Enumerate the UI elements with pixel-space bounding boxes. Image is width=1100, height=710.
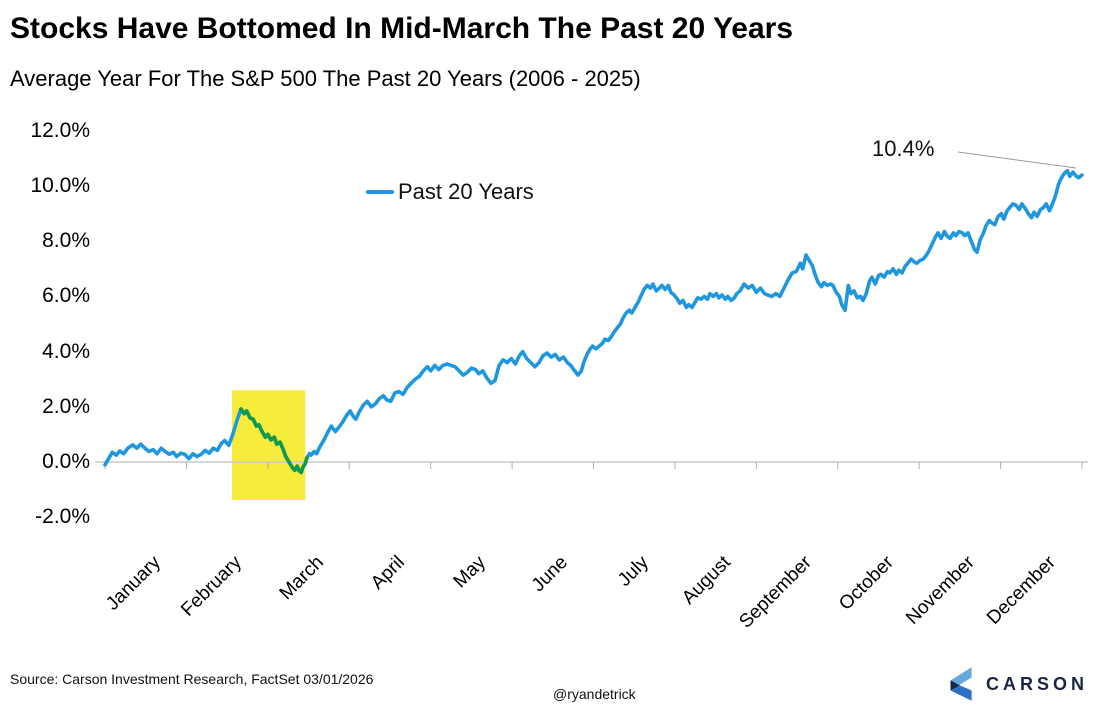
chart-title: Stocks Have Bottomed In Mid-March The Pa…	[10, 12, 794, 45]
y-axis-tick-label: 10.0%	[30, 174, 90, 197]
carson-logo-icon	[950, 667, 972, 701]
y-axis-tick-label: 12.0%	[30, 118, 90, 142]
carson-logo: CARSON	[944, 664, 1088, 704]
legend: Past 20 Years	[366, 179, 534, 205]
carson-logo-text: CARSON	[985, 673, 1088, 694]
y-axis-tick-label: 6.0%	[42, 284, 90, 308]
y-axis-tick-label: 2.0%	[42, 394, 90, 418]
author-handle: @ryandetrick	[553, 686, 636, 702]
final-value-annotation: 10.4%	[872, 136, 935, 161]
y-axis-tick-label: 4.0%	[42, 339, 90, 363]
y-axis-tick-label: 8.0%	[42, 229, 90, 253]
march-decline-green-segment	[239, 407, 309, 475]
chart-subtitle: Average Year For The S&P 500 The Past 20…	[10, 66, 641, 91]
legend-line-marker	[366, 190, 394, 194]
mid-march-highlight-band	[232, 390, 306, 501]
legend-label: Past 20 Years	[398, 179, 534, 204]
annotation-leader-line	[957, 151, 1077, 169]
y-axis-tick-label: 0.0%	[42, 450, 90, 473]
y-axis-tick-label: -2.0%	[35, 505, 90, 529]
source-text: Source: Carson Investment Research, Fact…	[10, 671, 374, 687]
